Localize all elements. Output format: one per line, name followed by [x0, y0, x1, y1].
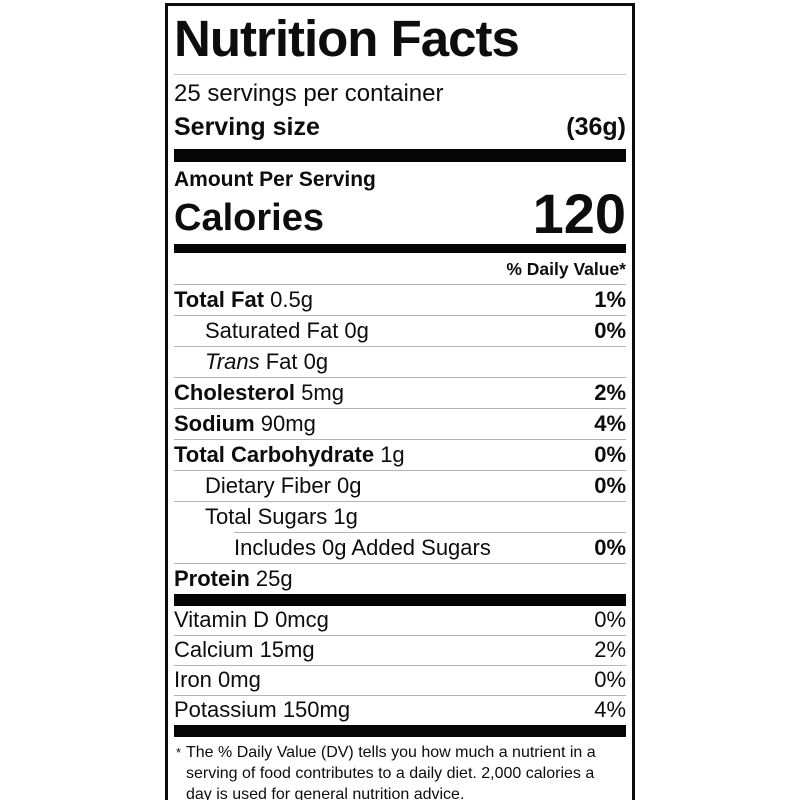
- section-bar-calories: [174, 243, 626, 253]
- nutrient-text-segment: Iron 0mg: [174, 666, 261, 692]
- nutrient-text-segment: 25g: [255, 565, 293, 591]
- nutrient-text: Saturated Fat 0g: [205, 317, 369, 343]
- calories-row: Calories 120: [174, 181, 626, 245]
- nutrient-text-segment: Total Sugars 1g: [205, 503, 358, 529]
- daily-value-percent: 0%: [594, 666, 626, 692]
- serving-size-label: Serving size: [174, 112, 320, 141]
- nutrient-text: Dietary Fiber 0g: [205, 472, 362, 498]
- serving-size-row: Serving size (36g): [174, 109, 626, 149]
- nutrient-row: Cholesterol 5mg 2%: [174, 376, 626, 408]
- nutrient-row: Vitamin D 0mcg 0%: [174, 606, 626, 635]
- daily-value-percent: 4%: [594, 410, 626, 436]
- daily-value-percent: 4%: [594, 696, 626, 722]
- nutrient-text: Trans Fat 0g: [205, 348, 329, 374]
- micronutrients-table: Vitamin D 0mcg 0% Calcium 15mg 2% Iron 0mg 0%…: [174, 606, 626, 725]
- section-bar-top: [174, 148, 626, 162]
- nutrient-text-segment: 1g: [380, 441, 405, 467]
- nutrient-text: Total Fat 0.5g: [174, 286, 313, 312]
- daily-value-header: % Daily Value*: [174, 253, 626, 285]
- calories-value: 120: [532, 181, 626, 245]
- nutrient-text-segment: Total Fat: [174, 286, 265, 312]
- nutrient-row: Includes 0g Added Sugars 0%: [234, 531, 626, 563]
- daily-value-percent: 2%: [594, 379, 626, 405]
- daily-value-percent: 1%: [594, 286, 626, 312]
- daily-value-percent: 0%: [594, 472, 626, 498]
- footnote: * The % Daily Value (DV) tells you how m…: [174, 737, 626, 800]
- nutrition-facts-label: Nutrition Facts 25 servings per containe…: [165, 3, 635, 800]
- nutrient-text: Potassium 150mg: [174, 696, 351, 722]
- amount-per-serving-label: Amount Per Serving: [174, 167, 376, 191]
- nutrient-text-segment: 5mg: [301, 379, 344, 405]
- daily-value-percent: 0%: [594, 534, 626, 560]
- nutrient-text-segment: Calcium 15mg: [174, 636, 315, 662]
- nutrient-text-segment: Saturated Fat 0g: [205, 317, 369, 343]
- title-divider: [174, 74, 626, 76]
- nutrient-row: Iron 0mg 0%: [174, 664, 626, 695]
- nutrient-row: Trans Fat 0g: [174, 345, 626, 377]
- nutrient-text: Sodium 90mg: [174, 410, 316, 436]
- nutrient-row: Calcium 15mg 2%: [174, 634, 626, 665]
- nutrient-text-segment: Sodium: [174, 410, 255, 436]
- label-title: Nutrition Facts: [174, 10, 520, 67]
- daily-value-percent: 0%: [594, 606, 626, 632]
- nutrient-text: Calcium 15mg: [174, 636, 315, 662]
- nutrient-text-segment: Protein: [174, 565, 250, 591]
- nutrient-text: Total Sugars 1g: [205, 503, 358, 529]
- daily-value-percent: 0%: [594, 441, 626, 467]
- nutrient-text: Total Carbohydrate 1g: [174, 441, 405, 467]
- nutrient-row: Protein 25g: [174, 562, 626, 594]
- nutrient-text: Protein 25g: [174, 565, 293, 591]
- nutrient-text-segment: 0.5g: [270, 286, 313, 312]
- nutrient-text-segment: Fat 0g: [265, 348, 329, 374]
- nutrient-text-segment: Dietary Fiber 0g: [205, 472, 362, 498]
- nutrient-text-segment: Potassium 150mg: [174, 696, 351, 722]
- serving-size-value: (36g): [566, 112, 626, 141]
- nutrient-text: Cholesterol 5mg: [174, 379, 344, 405]
- servings-per-container: 25 servings per container: [174, 80, 444, 108]
- daily-value-percent: 0%: [594, 317, 626, 343]
- calories-label: Calories: [174, 196, 324, 239]
- nutrient-text-segment: Includes 0g Added Sugars: [234, 534, 491, 560]
- nutrient-row: Total Carbohydrate 1g 0%: [174, 438, 626, 470]
- nutrient-text: Vitamin D 0mcg: [174, 606, 329, 632]
- nutrient-row: Potassium 150mg 4%: [174, 694, 626, 725]
- nutrient-text-segment: Total Carbohydrate: [174, 441, 375, 467]
- nutrient-text-segment: Cholesterol: [174, 379, 296, 405]
- nutrient-row: Dietary Fiber 0g 0%: [174, 469, 626, 501]
- nutrient-text-segment: 90mg: [260, 410, 316, 436]
- nutrient-text-segment: Vitamin D 0mcg: [174, 606, 329, 632]
- footnote-asterisk: *: [176, 744, 182, 760]
- nutrient-row: Total Fat 0.5g 1%: [174, 285, 626, 315]
- nutrient-text: Iron 0mg: [174, 666, 261, 692]
- footnote-text: The % Daily Value (DV) tells you how muc…: [186, 743, 596, 800]
- daily-value-percent: 2%: [594, 636, 626, 662]
- section-bar-micros: [174, 724, 626, 737]
- nutrient-row: Saturated Fat 0g 0%: [174, 314, 626, 346]
- nutrient-row: Total Sugars 1g: [174, 500, 626, 532]
- nutrient-text-segment: Trans: [205, 348, 260, 374]
- section-bar-protein: [174, 593, 626, 606]
- nutrient-row: Sodium 90mg 4%: [174, 407, 626, 439]
- nutrients-table: Total Fat 0.5g 1% Saturated Fat 0g 0% Trans …: [174, 285, 626, 594]
- nutrient-text: Includes 0g Added Sugars: [234, 534, 491, 560]
